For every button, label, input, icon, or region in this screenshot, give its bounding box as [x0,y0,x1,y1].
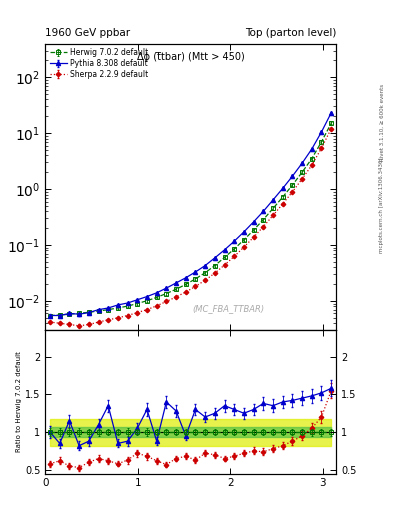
Text: (MC_FBA_TTBAR): (MC_FBA_TTBAR) [192,304,264,313]
Text: Top (parton level): Top (parton level) [244,28,336,38]
Text: Rivet 3.1.10, ≥ 600k events: Rivet 3.1.10, ≥ 600k events [380,84,384,161]
Text: Δϕ (t̅tbar) (Mtt > 450): Δϕ (t̅tbar) (Mtt > 450) [137,52,244,62]
Y-axis label: Ratio to Herwig 7.0.2 default: Ratio to Herwig 7.0.2 default [16,351,22,453]
Text: mcplots.cern.ch [arXiv:1306.3436]: mcplots.cern.ch [arXiv:1306.3436] [380,157,384,252]
Text: 1960 GeV ppbar: 1960 GeV ppbar [45,28,130,38]
Legend: Herwig 7.0.2 default, Pythia 8.308 default, Sherpa 2.2.9 default: Herwig 7.0.2 default, Pythia 8.308 defau… [48,47,149,80]
